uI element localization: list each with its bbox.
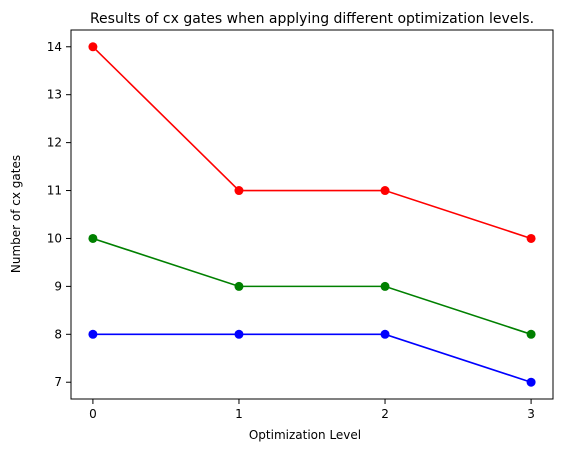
data-point xyxy=(526,329,536,339)
data-point xyxy=(234,329,244,339)
data-point xyxy=(526,233,536,243)
y-tick-label: 14 xyxy=(47,40,62,54)
data-point xyxy=(234,186,244,196)
data-point xyxy=(234,281,244,291)
x-tick-label: 2 xyxy=(381,407,389,421)
y-tick-label: 8 xyxy=(54,327,62,341)
data-point xyxy=(380,186,390,196)
x-axis-label: Optimization Level xyxy=(249,428,361,442)
x-axis: 0 1 2 3 xyxy=(89,399,535,421)
plot-area xyxy=(88,42,536,387)
y-tick-label: 9 xyxy=(54,279,62,293)
x-tick-label: 1 xyxy=(235,407,243,421)
series-2 xyxy=(88,329,536,387)
series-line xyxy=(92,46,532,240)
series-line xyxy=(92,333,532,383)
chart-title: Results of cx gates when applying differ… xyxy=(90,11,534,27)
y-tick-label: 13 xyxy=(47,88,62,102)
data-point xyxy=(88,233,98,243)
y-tick-label: 12 xyxy=(47,136,62,150)
series-1 xyxy=(88,233,536,339)
x-tick-label: 0 xyxy=(89,407,97,421)
plot-frame xyxy=(70,29,554,400)
y-axis: 7 8 9 10 11 12 13 14 xyxy=(47,40,71,389)
data-point xyxy=(380,281,390,291)
data-point xyxy=(88,42,98,52)
y-tick-label: 10 xyxy=(47,231,62,245)
y-tick-label: 7 xyxy=(54,375,62,389)
x-tick-label: 3 xyxy=(527,407,535,421)
series-0 xyxy=(88,42,536,243)
y-tick-label: 11 xyxy=(47,184,62,198)
y-axis-label: Number of cx gates xyxy=(9,155,23,273)
data-point xyxy=(380,329,390,339)
series-line xyxy=(92,237,532,336)
data-point xyxy=(526,377,536,387)
data-point xyxy=(88,329,98,339)
